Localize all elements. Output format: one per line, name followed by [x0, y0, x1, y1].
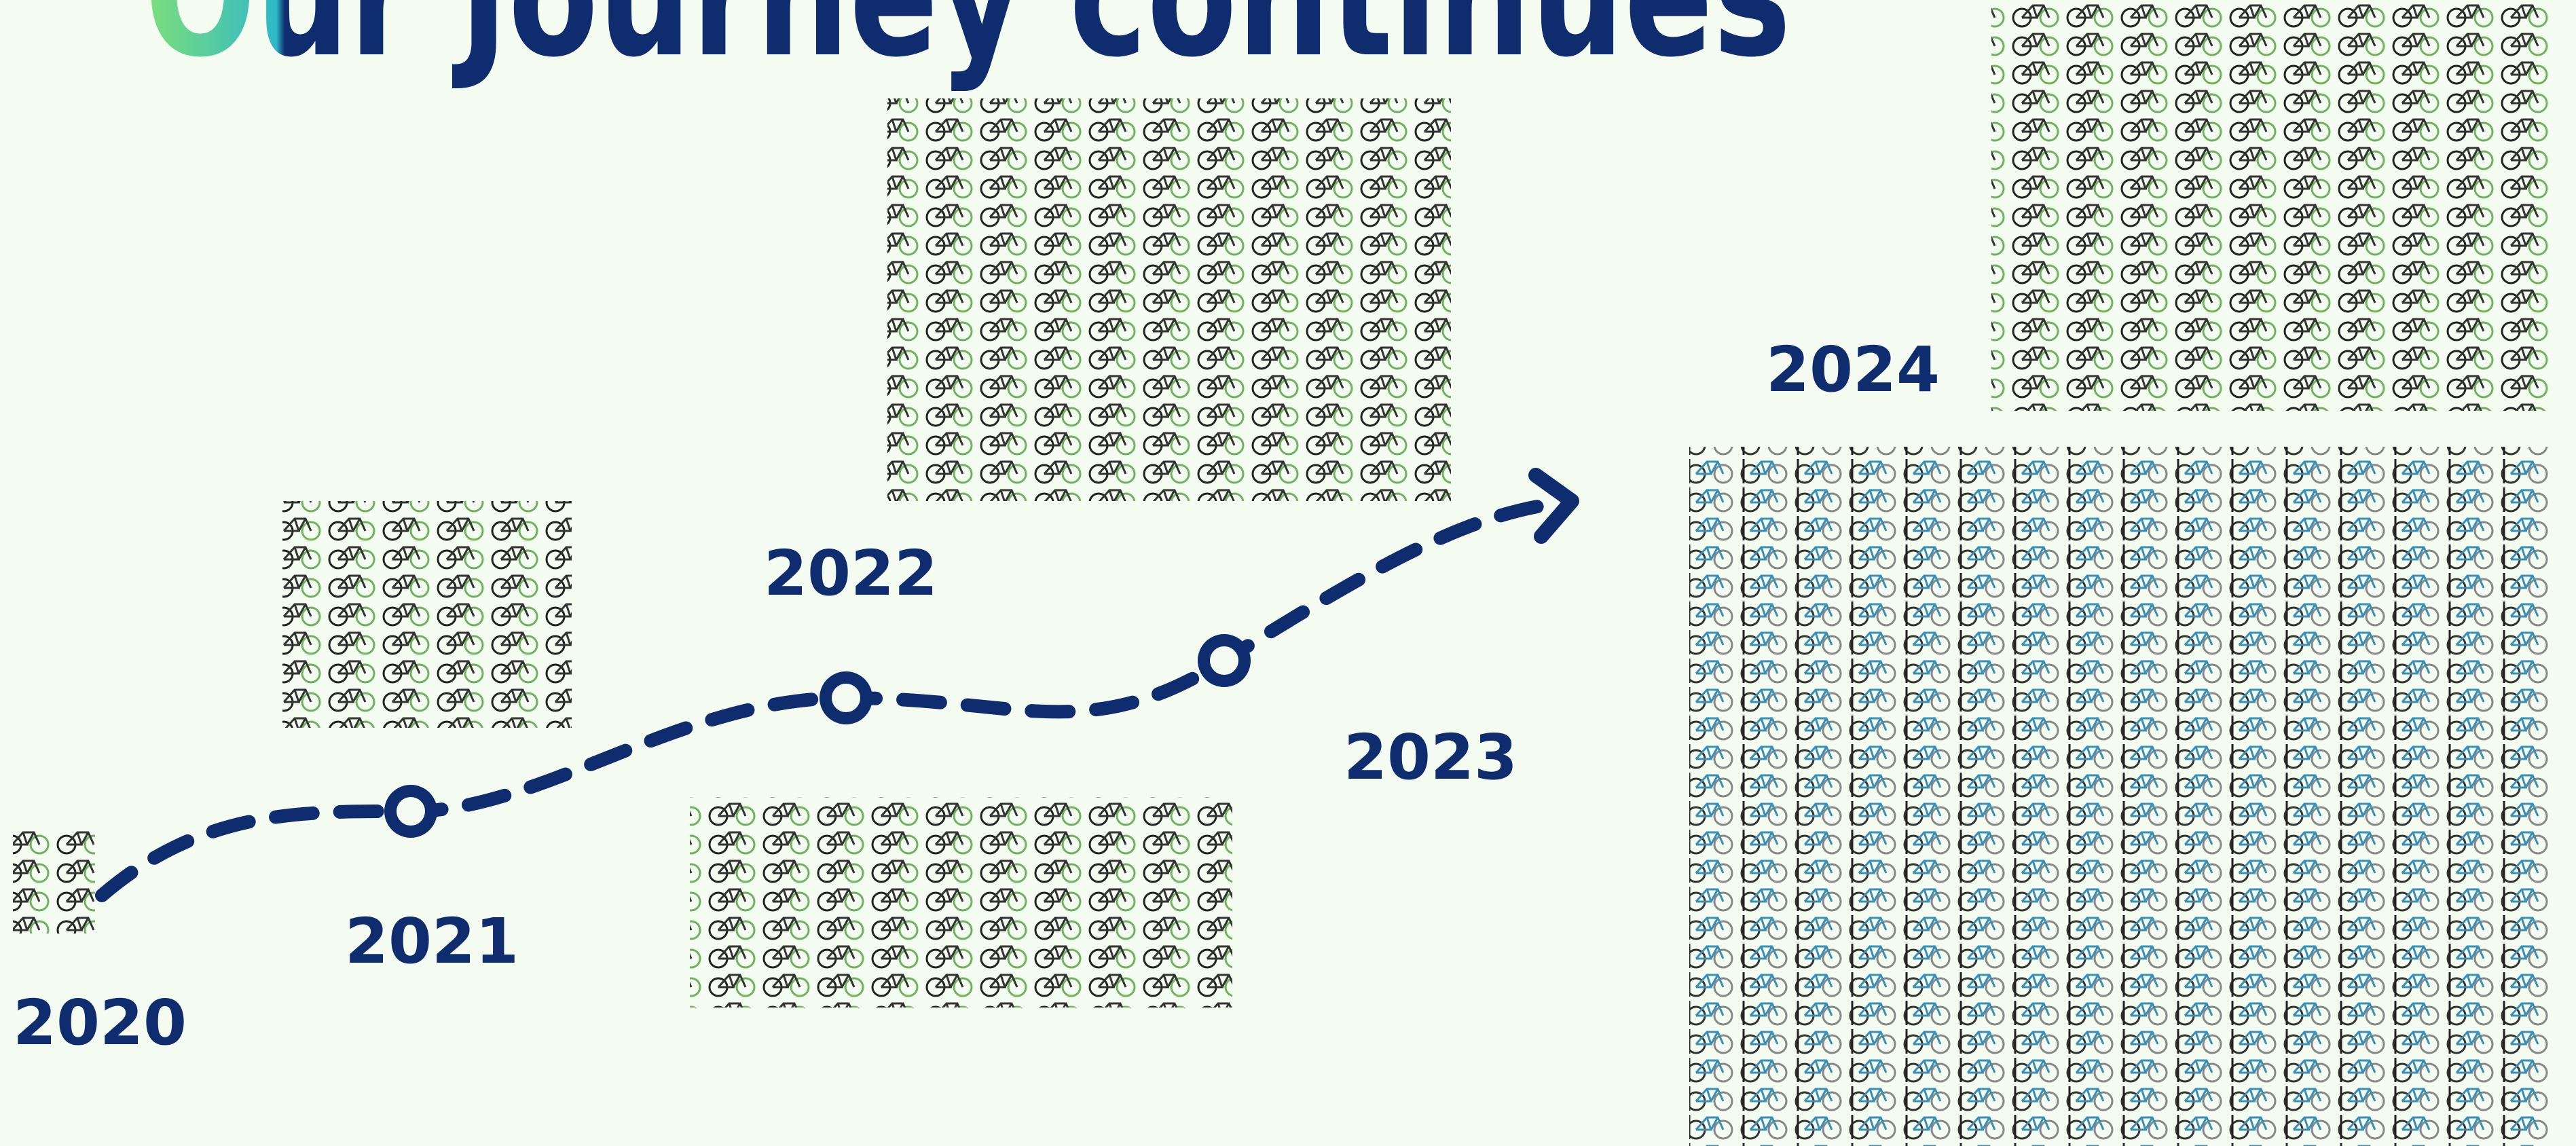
bike-grid-2023 — [690, 797, 1232, 1008]
year-label: 2024 — [1766, 333, 1940, 406]
timeline-node — [384, 785, 437, 838]
timeline-node — [820, 671, 872, 724]
year-label: 2021 — [345, 905, 519, 978]
bike-grid-2020 — [13, 830, 95, 934]
bike-grid-2022 — [887, 98, 1451, 501]
bike-grid-2021 — [282, 501, 572, 728]
year-label: 2022 — [764, 537, 938, 610]
timeline-node — [1198, 634, 1251, 687]
bike-grid-2024-top — [1991, 0, 2555, 411]
bike-grid-2024-main — [1689, 447, 2555, 1146]
year-label: 2020 — [13, 986, 187, 1059]
year-label: 2023 — [1344, 721, 1517, 794]
timeline-arrow — [1528, 468, 1579, 544]
title: Our Journey continues — [145, 0, 1791, 94]
